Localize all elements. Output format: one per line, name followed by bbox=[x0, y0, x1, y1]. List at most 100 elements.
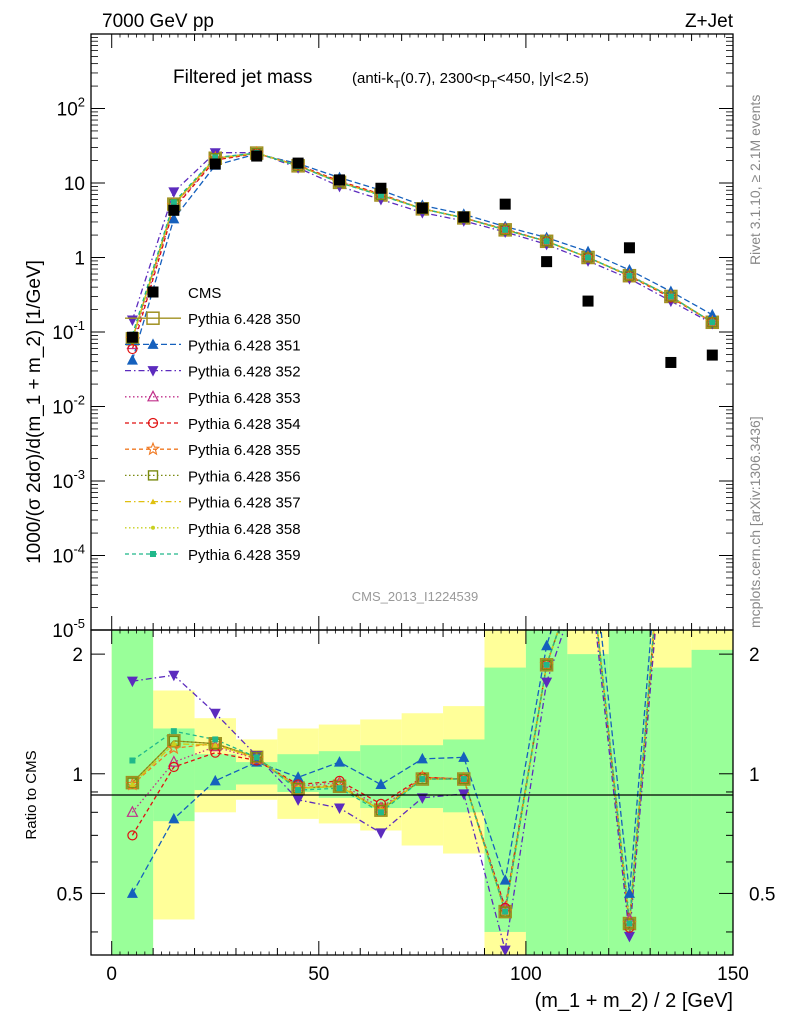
ratio-point-pythia-6-428-359 bbox=[129, 757, 136, 764]
ratio-y-tick-label: 2 bbox=[72, 645, 83, 666]
point-pythia-6-428-352 bbox=[168, 187, 180, 198]
point-pythia-6-428-351 bbox=[168, 212, 180, 224]
point-pythia-6-428-356 bbox=[665, 291, 677, 302]
ratio-point-pythia-6-428-359 bbox=[460, 776, 467, 783]
ratio-band-inner bbox=[567, 654, 609, 955]
legend-label: Pythia 6.428 358 bbox=[188, 521, 301, 538]
ratio-line-pythia-6-428-357 bbox=[131, 630, 655, 924]
point-cms bbox=[292, 157, 304, 169]
legend-marker-pythia-6-428-351 bbox=[147, 338, 159, 349]
ratio-point-pythia-6-428-351 bbox=[458, 751, 470, 762]
x-axis-label: (m_1 + m_2) / 2 [GeV] bbox=[535, 990, 733, 1012]
legend-label: Pythia 6.428 357 bbox=[188, 495, 301, 512]
ratio-point-pythia-6-428-354 bbox=[168, 761, 179, 773]
point-cms bbox=[665, 356, 677, 368]
ratio-y-axis-label: Ratio to CMS bbox=[23, 750, 40, 839]
point-cms bbox=[623, 242, 635, 254]
ratio-point-pythia-6-428-356 bbox=[251, 752, 262, 763]
ratio-point-pythia-6-428-351 bbox=[168, 812, 180, 824]
x-tick-label: 50 bbox=[308, 964, 329, 985]
ratio-point-pythia-6-428-359 bbox=[336, 785, 343, 792]
point-cms bbox=[582, 295, 594, 307]
ratio-point-pythia-6-428-359 bbox=[377, 809, 384, 816]
point-cms bbox=[499, 198, 511, 210]
point-pythia-6-428-356 bbox=[624, 270, 635, 281]
y-tick-label: 1 bbox=[74, 249, 85, 270]
ratio-point-pythia-6-428-359 bbox=[543, 661, 550, 668]
main-plot-frame bbox=[90, 33, 734, 631]
point-pythia-6-428-356 bbox=[582, 252, 594, 263]
point-pythia-6-428-359 bbox=[212, 154, 219, 161]
ratio-y-tick-label-right: 2 bbox=[749, 645, 760, 666]
x-tick-label: 0 bbox=[106, 964, 117, 985]
legend-label: Pythia 6.428 353 bbox=[188, 390, 301, 407]
ratio-point-pythia-6-428-352 bbox=[541, 677, 553, 689]
point-pythia-6-428-359 bbox=[667, 293, 674, 300]
point-cms bbox=[334, 174, 346, 186]
legend-marker-pythia-6-428-357 bbox=[150, 498, 156, 505]
ratio-point-pythia-6-428-359 bbox=[419, 776, 426, 783]
legend-marker-pythia-6-428-352 bbox=[147, 366, 159, 377]
legend-marker-pythia-6-428-354 bbox=[147, 417, 159, 429]
point-pythia-6-428-359 bbox=[502, 226, 509, 233]
point-cms bbox=[706, 349, 718, 361]
point-cms bbox=[209, 158, 221, 170]
ratio-y-tick-label-right: 0.5 bbox=[749, 884, 775, 905]
legend-marker-pythia-6-428-359 bbox=[150, 551, 156, 557]
mcplots-label: mcplots.cern.ch [arXiv:1306.3436] bbox=[747, 416, 763, 628]
ratio-point-pythia-6-428-350 bbox=[167, 734, 181, 748]
ratio-band-inner bbox=[650, 667, 692, 955]
legend-label: CMS bbox=[188, 285, 221, 302]
legend-label: Pythia 6.428 359 bbox=[188, 547, 301, 564]
ratio-point-pythia-6-428-351 bbox=[375, 778, 387, 789]
point-cms bbox=[375, 182, 387, 194]
point-pythia-6-428-359 bbox=[709, 319, 716, 326]
ratio-point-pythia-6-428-358 bbox=[130, 782, 135, 787]
point-cms bbox=[168, 204, 180, 216]
legend-marker-pythia-6-428-353 bbox=[147, 390, 159, 402]
point-pythia-6-428-359 bbox=[626, 272, 633, 279]
point-cms bbox=[251, 150, 263, 162]
legend-marker-pythia-6-428-358 bbox=[151, 525, 155, 530]
y-tick-label: 10-1 bbox=[52, 318, 85, 344]
chart-title-cut: (anti-kT(0.7), 2300<pT<450, |y|<2.5) bbox=[352, 70, 589, 91]
series-line-pythia-6-428-358 bbox=[131, 152, 713, 340]
point-pythia-6-428-359 bbox=[543, 238, 550, 245]
ratio-y-tick-label: 0.5 bbox=[57, 884, 83, 905]
legend-label: Pythia 6.428 356 bbox=[188, 468, 301, 485]
legend-marker-cms bbox=[147, 286, 159, 298]
ratio-point-pythia-6-428-351 bbox=[126, 887, 138, 898]
chart-title-main: Filtered jet mass bbox=[173, 67, 312, 88]
legend-label: Pythia 6.428 351 bbox=[188, 337, 301, 354]
legend-marker-pythia-6-428-350 bbox=[146, 311, 160, 325]
ratio-y-tick-label-right: 1 bbox=[749, 765, 760, 786]
ratio-point-pythia-6-428-351 bbox=[334, 756, 346, 767]
ratio-bands bbox=[111, 630, 733, 955]
point-pythia-6-428-359 bbox=[377, 192, 384, 199]
ratio-point-pythia-6-428-359 bbox=[253, 754, 260, 761]
ratio-point-pythia-6-428-352 bbox=[168, 670, 180, 682]
ratio-plot-frame bbox=[90, 629, 734, 956]
point-cms bbox=[541, 256, 553, 268]
y-tick-label: 10-5 bbox=[52, 616, 85, 642]
ratio-point-pythia-6-428-351 bbox=[292, 771, 304, 782]
point-cms bbox=[458, 211, 470, 223]
axes: 0 50 100 150 10-5 10-4 10-3 10-2 10-1 1 10 102 0.5 0.… bbox=[52, 33, 775, 985]
point-pythia-6-428-351 bbox=[126, 354, 138, 365]
point-pythia-6-428-354 bbox=[127, 343, 138, 355]
point-pythia-6-428-359 bbox=[585, 254, 592, 261]
ratio-point-pythia-6-428-358 bbox=[171, 741, 176, 746]
energy-label: 7000 GeV pp bbox=[102, 11, 214, 32]
ratio-point-pythia-6-428-355 bbox=[166, 740, 181, 755]
ratio-band-inner bbox=[691, 649, 733, 955]
point-pythia-6-428-351 bbox=[706, 308, 718, 320]
ratio-point-pythia-6-428-353 bbox=[167, 755, 180, 767]
ratio-point-pythia-6-428-356 bbox=[458, 773, 469, 785]
ratio-point-pythia-6-428-351 bbox=[209, 774, 221, 786]
ratio-point-pythia-6-428-352 bbox=[623, 931, 635, 943]
y-tick-label: 10-4 bbox=[52, 542, 85, 568]
ratio-point-pythia-6-428-352 bbox=[126, 676, 138, 688]
ratio-point-pythia-6-428-358 bbox=[213, 743, 218, 748]
ratio-point-pythia-6-428-351 bbox=[499, 874, 511, 885]
